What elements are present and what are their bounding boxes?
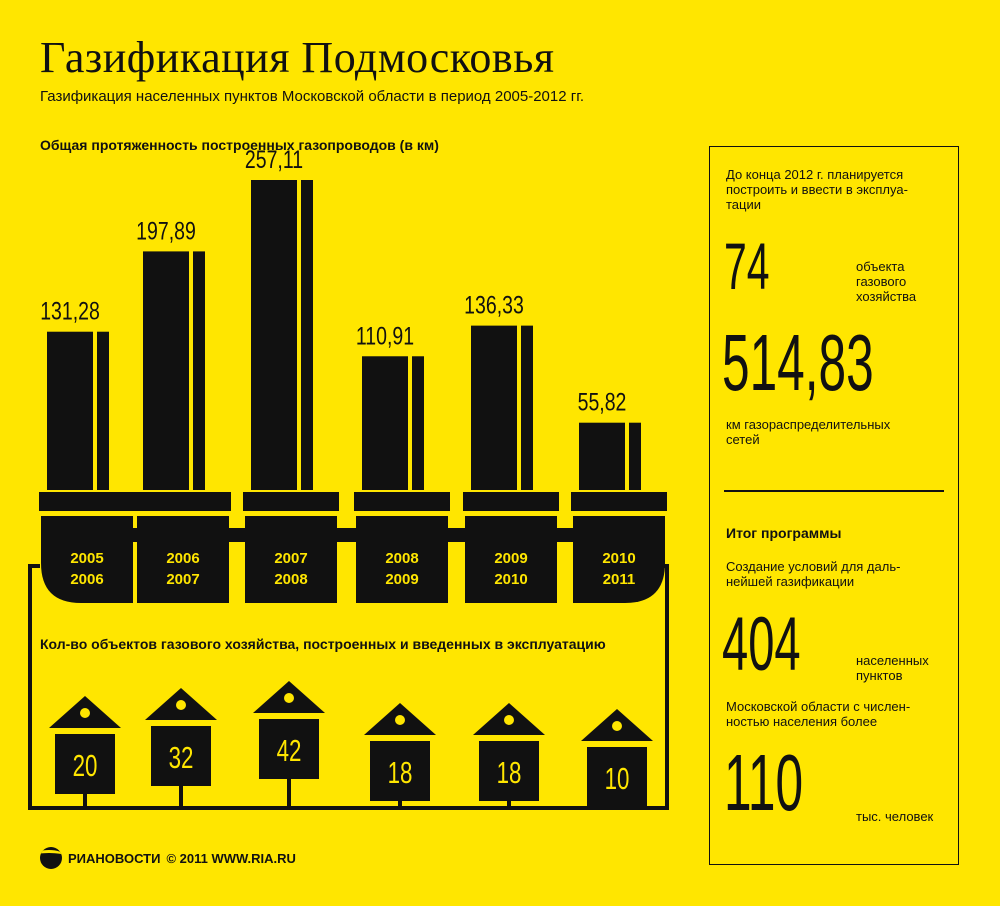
- footer-copyright: © 2011 WWW.RIA.RU: [166, 850, 296, 866]
- value-label-4: 136,33: [464, 291, 524, 319]
- bar-2: [251, 180, 297, 490]
- bar-stripe-3: [412, 356, 424, 490]
- pipeline-chart: 131,28 2005 2006 197,89 2006 2007 257,11 2007 20…: [28, 146, 669, 810]
- plan-text: До конца 2012 г. планируется построить и…: [726, 167, 908, 212]
- result-text: Создание условий для даль- нейшей газифи…: [726, 559, 901, 589]
- page-subtitle: Газификация населенных пунктов Московско…: [40, 88, 585, 105]
- connector-2: [337, 528, 356, 542]
- flange-2: [243, 492, 339, 511]
- connector-1: [229, 528, 245, 542]
- year-label-end-4: 2010: [494, 571, 527, 588]
- population-label: тыс. человек: [856, 809, 934, 824]
- house-3: [370, 741, 430, 801]
- bar-stripe-2: [301, 180, 313, 490]
- year-block-1: [137, 516, 229, 603]
- connector-3: [448, 528, 465, 542]
- objects-label: объекта газового хозяйства: [856, 259, 917, 304]
- year-block-5: [573, 516, 665, 603]
- bar-stripe-5: [629, 422, 641, 490]
- population-count: 110: [724, 738, 804, 827]
- flange-3: [354, 492, 450, 511]
- connector-0: [133, 528, 137, 542]
- settlements-count: 404: [722, 602, 801, 687]
- year-label-end-2: 2008: [274, 571, 307, 588]
- year-block-2: [245, 516, 337, 603]
- year-label-start-4: 2009: [494, 550, 527, 567]
- house-2: [259, 719, 319, 779]
- year-label-end-1: 2007: [166, 571, 199, 588]
- objects-value-1: 32: [169, 740, 194, 774]
- chart-title: Общая протяженность построенных газопров…: [40, 137, 439, 153]
- bar-3: [362, 356, 408, 490]
- house-window-0: [80, 708, 90, 718]
- year-label-end-0: 2006: [70, 571, 103, 588]
- objects-value-4: 18: [497, 755, 522, 789]
- bar-5: [579, 422, 625, 490]
- flange-1: [135, 492, 231, 511]
- house-window-3: [395, 715, 405, 725]
- house-5: [587, 747, 647, 807]
- value-label-2: 257,11: [245, 146, 303, 174]
- flange-5: [571, 492, 667, 511]
- network-km: 514,83: [722, 318, 874, 407]
- objects-value-3: 18: [388, 755, 413, 789]
- bar-stripe-0: [97, 331, 109, 490]
- value-label-0: 131,28: [40, 297, 100, 325]
- objects-value-0: 20: [73, 748, 98, 782]
- connector-4: [557, 528, 573, 542]
- summary-panel: До конца 2012 г. планируется построить и…: [709, 146, 959, 865]
- house-window-5: [612, 721, 622, 731]
- year-block-4: [465, 516, 557, 603]
- bar-4: [471, 325, 517, 490]
- year-label-end-5: 2011: [603, 571, 636, 588]
- house-0: [55, 734, 115, 794]
- bar-stripe-4: [521, 325, 533, 490]
- value-label-5: 55,82: [578, 388, 627, 416]
- year-label-end-3: 2009: [385, 571, 418, 588]
- house-window-2: [284, 693, 294, 703]
- population-text: Московской области с числен- ностью насе…: [726, 699, 911, 729]
- footer: РИАНОВОСТИ © 2011 WWW.RIA.RU: [40, 846, 296, 870]
- year-label-start-2: 2007: [274, 550, 307, 567]
- year-label-start-5: 2010: [602, 550, 635, 567]
- objects-value-5: 10: [605, 761, 630, 795]
- house-window-1: [176, 700, 186, 710]
- value-label-1: 197,89: [136, 217, 196, 245]
- objects-count: 74: [724, 229, 770, 303]
- house-window-4: [504, 715, 514, 725]
- bracket-line: [28, 564, 669, 810]
- year-block-3: [356, 516, 448, 603]
- year-label-start-1: 2006: [166, 550, 199, 567]
- value-label-3: 110,91: [356, 322, 414, 350]
- bar-stripe-1: [193, 251, 205, 490]
- footer-brand: РИАНОВОСТИ: [68, 850, 161, 866]
- bar-0: [47, 331, 93, 490]
- page-title: Газификация Подмосковья: [40, 33, 555, 82]
- flange-0: [39, 492, 135, 511]
- year-block-0: [41, 516, 133, 603]
- house-4: [479, 741, 539, 801]
- result-title: Итог программы: [726, 525, 842, 541]
- panel-divider: [724, 490, 944, 492]
- ria-logo-icon: [40, 847, 62, 869]
- settlements-label: населенных пунктов: [856, 653, 929, 683]
- house-1: [151, 726, 211, 786]
- network-label: км газораспределительных сетей: [726, 417, 891, 447]
- objects-value-2: 42: [277, 733, 302, 767]
- objects-title: Кол-во объектов газового хозяйства, пост…: [40, 636, 606, 652]
- bar-1: [143, 251, 189, 490]
- year-label-start-3: 2008: [385, 550, 418, 567]
- year-label-start-0: 2005: [70, 550, 103, 567]
- flange-4: [463, 492, 559, 511]
